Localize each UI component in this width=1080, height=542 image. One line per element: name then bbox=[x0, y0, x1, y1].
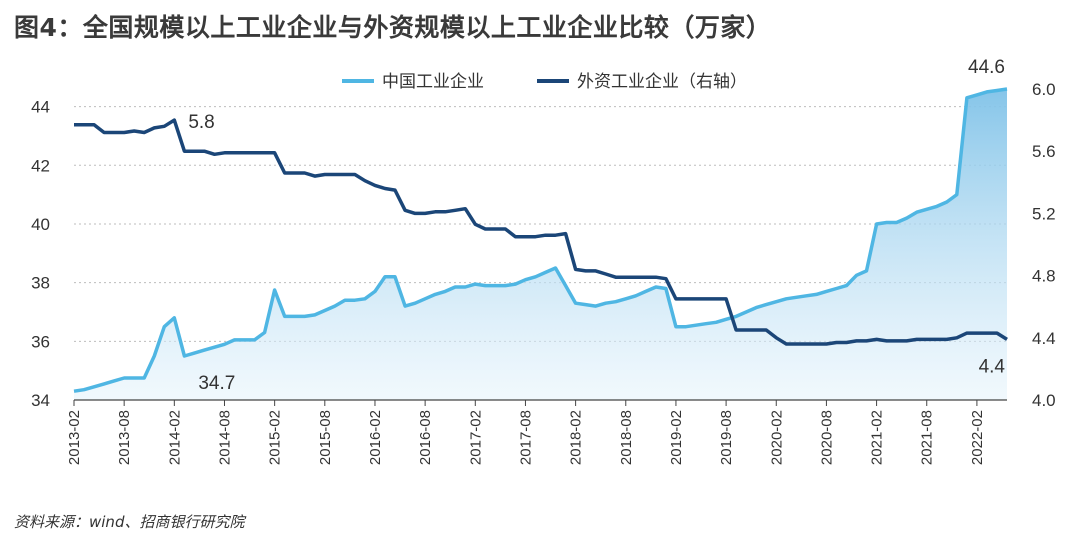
x-tick-label: 2021-08 bbox=[919, 410, 936, 465]
right-tick-label: 4.4 bbox=[1032, 329, 1056, 348]
x-tick-label: 2015-08 bbox=[317, 410, 334, 465]
data-label: 4.4 bbox=[979, 356, 1006, 377]
x-tick-label: 2017-08 bbox=[517, 410, 534, 465]
x-tick-label: 2022-02 bbox=[969, 410, 986, 465]
right-tick-label: 4.0 bbox=[1032, 391, 1056, 410]
left-tick-label: 38 bbox=[31, 274, 50, 293]
x-tick-label: 2013-08 bbox=[116, 410, 133, 465]
x-tick-label: 2018-02 bbox=[568, 410, 585, 465]
x-tick-label: 2014-02 bbox=[166, 410, 183, 465]
x-tick-label: 2020-02 bbox=[768, 410, 785, 465]
x-tick-label: 2019-02 bbox=[668, 410, 685, 465]
source-note: 资料来源：wind、招商银行研究院 bbox=[14, 513, 245, 531]
left-tick-label: 34 bbox=[31, 391, 50, 410]
left-tick-label: 42 bbox=[31, 156, 50, 175]
annotations: 5.8 34.7 44.6 4.4 bbox=[188, 57, 1005, 394]
chart-title: 图4：全国规模以上工业企业与外资规模以上工业企业比较（万家） bbox=[14, 13, 772, 42]
x-tick-label: 2013-02 bbox=[66, 410, 83, 465]
right-tick-label: 5.6 bbox=[1032, 142, 1056, 161]
x-tick-label: 2015-02 bbox=[267, 410, 284, 465]
x-tick-label: 2020-08 bbox=[818, 410, 835, 465]
series-lines bbox=[73, 87, 1008, 393]
right-tick-label: 6.0 bbox=[1032, 80, 1056, 99]
series-line-national bbox=[73, 87, 1008, 393]
x-tick-label: 2021-02 bbox=[869, 410, 886, 465]
axes: 34 36 38 40 42 44 4.0 4.4 4.8 5.2 5.6 6.0 2013-02 201… bbox=[31, 80, 1056, 465]
x-tick-label: 2018-08 bbox=[618, 410, 635, 465]
area-fill-national bbox=[74, 89, 1007, 400]
x-tick-label: 2019-08 bbox=[718, 410, 735, 465]
right-tick-label: 4.8 bbox=[1032, 267, 1056, 286]
legend-label-foreign: 外资工业企业（右轴） bbox=[577, 72, 747, 92]
data-label: 44.6 bbox=[968, 57, 1005, 78]
area-fill bbox=[74, 89, 1007, 400]
left-tick-label: 44 bbox=[31, 98, 50, 117]
right-tick-label: 5.2 bbox=[1032, 204, 1056, 223]
legend: 中国工业企业 外资工业企业（右轴） bbox=[342, 72, 747, 92]
x-tick-label: 2016-02 bbox=[367, 410, 384, 465]
x-tick-label: 2014-08 bbox=[216, 410, 233, 465]
legend-label-national: 中国工业企业 bbox=[382, 72, 484, 92]
series-line-foreign bbox=[74, 118, 1008, 346]
data-label: 5.8 bbox=[188, 112, 214, 133]
x-tick-label: 2017-02 bbox=[467, 410, 484, 465]
left-tick-label: 36 bbox=[31, 332, 50, 351]
data-label: 34.7 bbox=[198, 373, 235, 394]
left-tick-label: 40 bbox=[31, 215, 50, 234]
x-tick-label: 2016-08 bbox=[417, 410, 434, 465]
